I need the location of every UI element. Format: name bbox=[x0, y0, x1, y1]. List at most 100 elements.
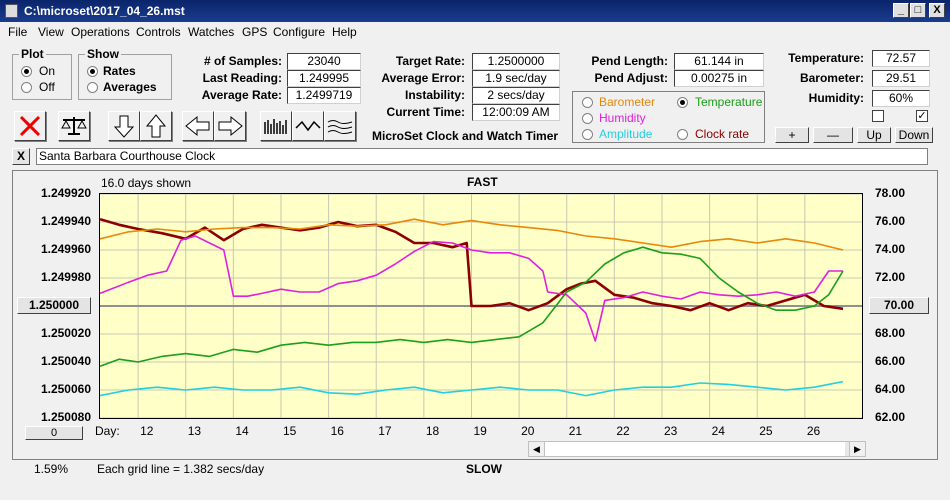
series-line-2 bbox=[99, 235, 843, 342]
pend-length-label: Pend Length: bbox=[591, 54, 668, 68]
menu-controls[interactable]: Controls bbox=[136, 25, 181, 39]
checkbox-left[interactable] bbox=[872, 110, 884, 122]
overlay-humidity-radio[interactable] bbox=[582, 113, 593, 124]
x-tick-label: 21 bbox=[568, 424, 583, 438]
scale-plus-button[interactable]: + bbox=[775, 127, 809, 143]
right-reference-button[interactable]: 70.00 bbox=[869, 297, 929, 314]
x-tick-label: 18 bbox=[425, 424, 440, 438]
x-tick-label: 25 bbox=[759, 424, 773, 438]
balance-button[interactable] bbox=[58, 111, 90, 141]
overlay-barometer-label: Barometer bbox=[599, 95, 656, 109]
right-tick-label: 68.00 bbox=[875, 326, 906, 340]
scroll-left-button[interactable] bbox=[182, 111, 214, 141]
instability-label: Instability: bbox=[404, 88, 465, 102]
x-tick-label: 14 bbox=[235, 424, 249, 438]
scroll-right-arrow-icon[interactable]: ▶ bbox=[849, 442, 865, 456]
temperature-value: 72.57 bbox=[872, 50, 930, 67]
arrow-left-icon bbox=[185, 115, 210, 137]
show-rates-radio[interactable] bbox=[87, 66, 98, 77]
x-tick-label: 23 bbox=[663, 424, 678, 438]
clock-name-field[interactable]: Santa Barbara Courthouse Clock bbox=[36, 148, 928, 165]
smooth-plot-button[interactable] bbox=[292, 111, 324, 141]
average-error-label: Average Error: bbox=[381, 71, 465, 85]
right-axis: 78.00 76.00 74.00 72.00 70.00 68.00 66.00 64.00… bbox=[865, 171, 937, 461]
days-shown-label: 16.0 days shown bbox=[101, 176, 192, 190]
menu-help[interactable]: Help bbox=[332, 25, 357, 39]
stop-button[interactable] bbox=[14, 111, 46, 141]
x-tick-label: 17 bbox=[378, 424, 392, 438]
left-tick-label: 1.250060 bbox=[40, 382, 91, 396]
right-tick-label: 66.00 bbox=[875, 354, 906, 368]
scroll-position-button[interactable]: 0 bbox=[25, 426, 83, 440]
target-rate-label: Target Rate: bbox=[395, 54, 465, 68]
menu-view[interactable]: View bbox=[38, 25, 64, 39]
overlay-amplitude-label: Amplitude bbox=[599, 127, 653, 141]
wave-icon bbox=[295, 120, 321, 132]
show-group-title: Show bbox=[85, 47, 121, 61]
scroll-right-button[interactable] bbox=[214, 111, 246, 141]
pend-length-value: 61.144 in bbox=[674, 53, 764, 70]
menu-gps[interactable]: GPS bbox=[242, 25, 268, 39]
x-tick-label: 13 bbox=[187, 424, 202, 438]
x-tick-label: 26 bbox=[806, 424, 821, 438]
current-time-label: Current Time: bbox=[386, 105, 465, 119]
menu-watches[interactable]: Watches bbox=[188, 25, 235, 39]
overlay-clockrate-label: Clock rate bbox=[695, 127, 750, 141]
multi-wave-icon bbox=[327, 120, 353, 134]
humidity-label: Humidity: bbox=[808, 91, 864, 105]
series-line-3 bbox=[99, 246, 844, 367]
close-window-button[interactable]: X bbox=[929, 3, 945, 18]
x-tick-label: 12 bbox=[140, 424, 154, 438]
x-tick-label: 22 bbox=[616, 424, 630, 438]
overlay-temperature-label: Temperature bbox=[695, 95, 763, 109]
scale-down-button[interactable]: Down bbox=[895, 127, 933, 143]
overlay-barometer-radio[interactable] bbox=[582, 97, 593, 108]
overlay-amplitude-radio[interactable] bbox=[582, 129, 593, 140]
left-axis: 1.249920 1.249940 1.249960 1.249980 1.250000… bbox=[13, 171, 97, 461]
menu-operations[interactable]: Operations bbox=[71, 25, 130, 39]
time-scrollbar[interactable]: ◀ ▶ bbox=[528, 441, 866, 457]
scroll-left-arrow-icon[interactable]: ◀ bbox=[529, 442, 545, 456]
pend-adjust-label: Pend Adjust: bbox=[594, 71, 668, 85]
scroll-thumb[interactable] bbox=[545, 442, 845, 456]
left-tick-label: 1.249940 bbox=[40, 214, 91, 228]
clear-clock-button[interactable]: X bbox=[12, 148, 30, 165]
samples-label: # of Samples: bbox=[203, 54, 282, 68]
maximize-button[interactable]: □ bbox=[910, 3, 926, 18]
menu-file[interactable]: File bbox=[8, 25, 28, 39]
show-averages-radio[interactable] bbox=[87, 82, 98, 93]
chart-title-fast: FAST bbox=[467, 175, 498, 189]
window-title: C:\microset\2017_04_26.mst bbox=[24, 4, 185, 18]
shift-up-button[interactable] bbox=[140, 111, 172, 141]
bar-pattern-icon bbox=[264, 119, 287, 134]
scale-up-button[interactable]: Up bbox=[857, 127, 891, 143]
plot-group: Plot On Off bbox=[12, 47, 72, 100]
minimize-button[interactable]: _ bbox=[893, 3, 909, 18]
average-error-value: 1.9 sec/day bbox=[472, 70, 560, 87]
plot-off-radio[interactable] bbox=[21, 82, 32, 93]
overlay-temperature-radio[interactable] bbox=[677, 97, 688, 108]
trace-plot-button[interactable] bbox=[324, 111, 356, 141]
checkbox-right[interactable]: ✓ bbox=[916, 110, 928, 122]
temperature-label: Temperature: bbox=[788, 51, 864, 65]
plot-on-radio[interactable] bbox=[21, 66, 32, 77]
raw-plot-button[interactable] bbox=[260, 111, 292, 141]
balance-scale-icon bbox=[61, 117, 87, 135]
grid-note: Each grid line = 1.382 secs/day bbox=[97, 462, 265, 476]
left-tick-label: 1.249960 bbox=[40, 242, 91, 256]
shift-down-button[interactable] bbox=[108, 111, 140, 141]
overlay-selector: Barometer Temperature Humidity Amplitude… bbox=[572, 91, 765, 143]
menu-bar: File View Operations Controls Watches GP… bbox=[0, 22, 950, 42]
average-rate-label: Average Rate: bbox=[201, 88, 282, 102]
title-bar: C:\microset\2017_04_26.mst _ □ X bbox=[0, 0, 950, 22]
x-tick-label: 15 bbox=[282, 424, 297, 438]
samples-value: 23040 bbox=[287, 53, 361, 70]
overlay-clockrate-radio[interactable] bbox=[677, 129, 688, 140]
left-tick-label: 1.249920 bbox=[40, 186, 91, 200]
scale-minus-button[interactable]: — bbox=[813, 127, 853, 143]
left-reference-button[interactable]: 1.250000 bbox=[17, 297, 91, 314]
chart-title-slow: SLOW bbox=[466, 462, 502, 476]
menu-configure[interactable]: Configure bbox=[273, 25, 326, 39]
x-tick-label: 20 bbox=[521, 424, 535, 438]
right-tick-label: 76.00 bbox=[875, 214, 906, 228]
